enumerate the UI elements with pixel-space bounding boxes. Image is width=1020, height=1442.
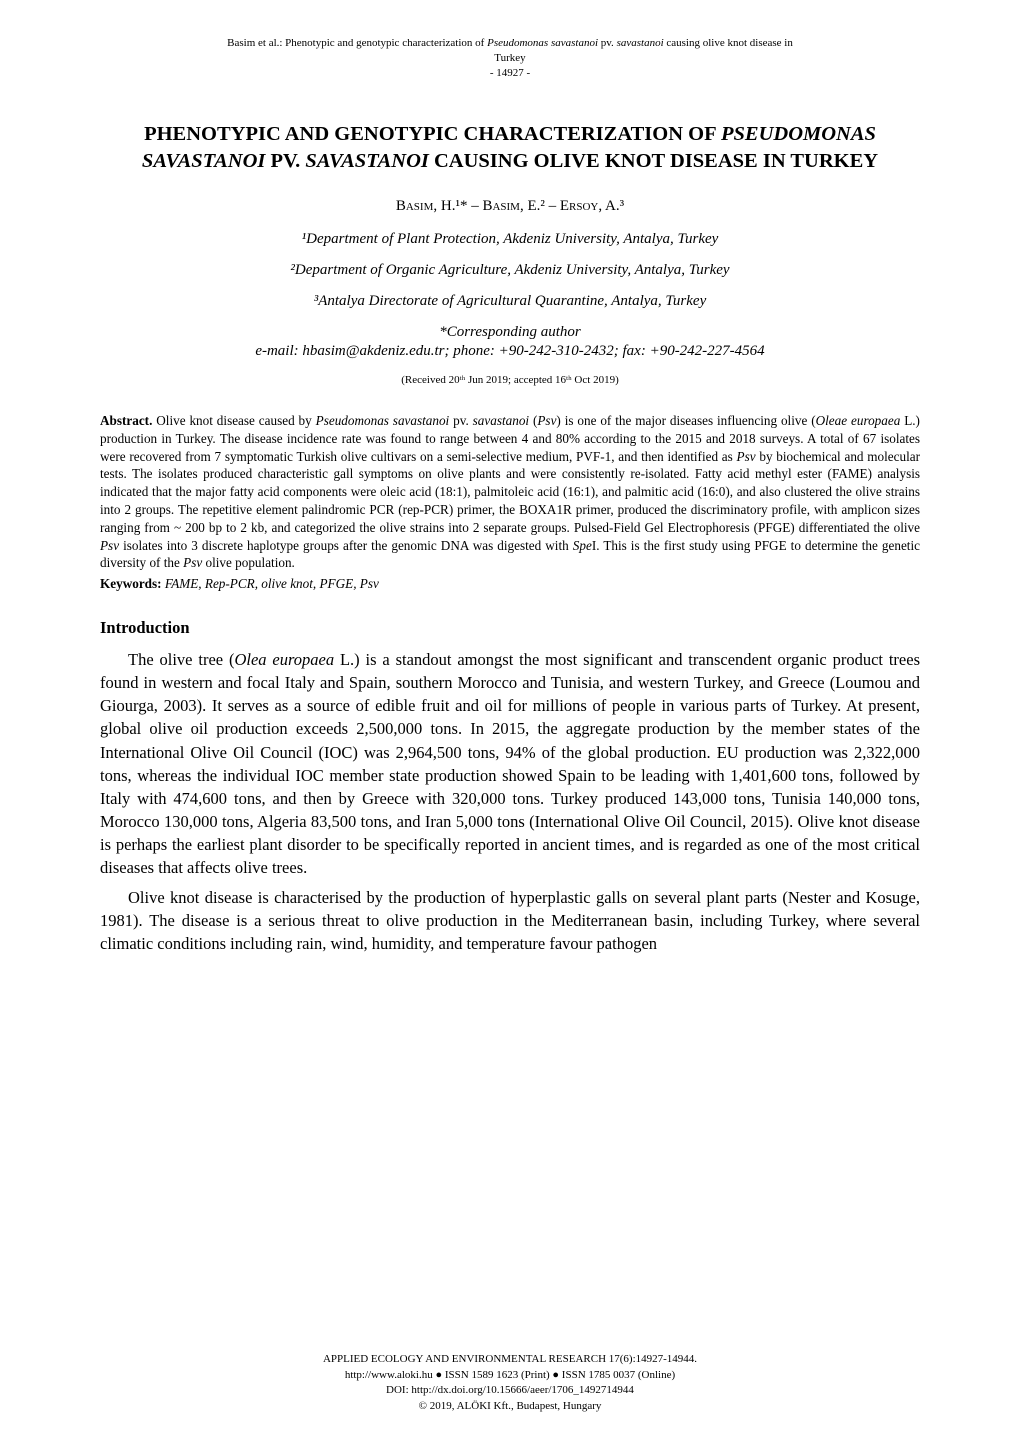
running-head-post: causing olive knot disease in xyxy=(664,37,793,49)
abstract-t2: pv. xyxy=(449,413,472,428)
footer-l3: DOI: http://dx.doi.org/10.15666/aeer/170… xyxy=(386,1384,634,1396)
article-title: PHENOTYPIC AND GENOTYPIC CHARACTERIZATIO… xyxy=(100,121,920,176)
title-mid: PV. xyxy=(265,150,305,172)
running-head-mid: pv. xyxy=(598,37,617,49)
p2-t1: Olive knot disease is characterised by t… xyxy=(100,888,920,953)
p1-t1: The olive tree ( xyxy=(128,650,234,669)
section-heading-introduction: Introduction xyxy=(100,618,920,638)
p1-t2: L.) is a standout amongst the most signi… xyxy=(100,650,920,877)
abstract-i1: Pseudomonas savastanoi xyxy=(316,413,450,428)
abstract-label: Abstract. xyxy=(100,413,152,428)
corresponding-email: e-mail: hbasim@akdeniz.edu.tr; phone: +9… xyxy=(100,343,920,360)
abstract-t7: isolates into 3 discrete haplotype group… xyxy=(119,538,573,553)
abstract-i7: Spe xyxy=(573,538,592,553)
abstract-i5: Psv xyxy=(737,449,756,464)
abstract-i3: Psv xyxy=(537,413,556,428)
footer-l1: APPLIED ECOLOGY AND ENVIRONMENTAL RESEAR… xyxy=(323,1353,697,1365)
keywords-label: Keywords: xyxy=(100,576,162,591)
running-head-line2: Turkey xyxy=(494,52,525,64)
title-pre: PHENOTYPIC AND GENOTYPIC CHARACTERIZATIO… xyxy=(144,123,721,145)
p1-i1: Olea europaea xyxy=(234,650,334,669)
title-italic2: SAVASTANOI xyxy=(305,150,428,172)
running-header: Basim et al.: Phenotypic and genotypic c… xyxy=(100,36,920,81)
running-head-italic1: Pseudomonas savastanoi xyxy=(487,37,598,49)
affiliation-1: ¹Department of Plant Protection, Akdeniz… xyxy=(100,231,920,248)
abstract-i2: savastanoi xyxy=(473,413,529,428)
abstract-i4: Oleae europaea xyxy=(816,413,901,428)
introduction-para1: The olive tree (Olea europaea L.) is a s… xyxy=(100,648,920,879)
abstract: Abstract. Olive knot disease caused by P… xyxy=(100,412,920,572)
footer-l4: © 2019, ALÖKI Kft., Budapest, Hungary xyxy=(419,1400,602,1412)
introduction-para2: Olive knot disease is characterised by t… xyxy=(100,886,920,955)
footer-l2: http://www.aloki.hu ● ISSN 1589 1623 (Pr… xyxy=(345,1369,675,1381)
running-head-line1-pre: Basim et al.: Phenotypic and genotypic c… xyxy=(227,37,487,49)
running-head-italic2: savastanoi xyxy=(617,37,664,49)
corresponding-label: *Corresponding author xyxy=(100,324,920,341)
abstract-t9: olive population. xyxy=(202,555,295,570)
abstract-t4: ) is one of the major diseases influenci… xyxy=(556,413,815,428)
abstract-t1: Olive knot disease caused by xyxy=(152,413,315,428)
keywords: Keywords: FAME, Rep-PCR, olive knot, PFG… xyxy=(100,576,920,592)
keywords-text: FAME, Rep-PCR, olive knot, PFGE, Psv xyxy=(162,576,379,591)
affiliation-3: ³Antalya Directorate of Agricultural Qua… xyxy=(100,293,920,310)
affiliation-2: ²Department of Organic Agriculture, Akde… xyxy=(100,262,920,279)
running-head-pagenum: - 14927 - xyxy=(490,67,530,79)
title-post: CAUSING OLIVE KNOT DISEASE IN TURKEY xyxy=(429,150,878,172)
abstract-i6: Psv xyxy=(100,538,119,553)
page-footer: APPLIED ECOLOGY AND ENVIRONMENTAL RESEAR… xyxy=(0,1352,1020,1414)
received-date: (Received 20ᵗʰ Jun 2019; accepted 16ᵗʰ O… xyxy=(100,374,920,386)
abstract-i8: Psv xyxy=(183,555,202,570)
author-list: Basim, H.¹* – Basim, E.² – Ersoy, A.³ xyxy=(100,198,920,215)
